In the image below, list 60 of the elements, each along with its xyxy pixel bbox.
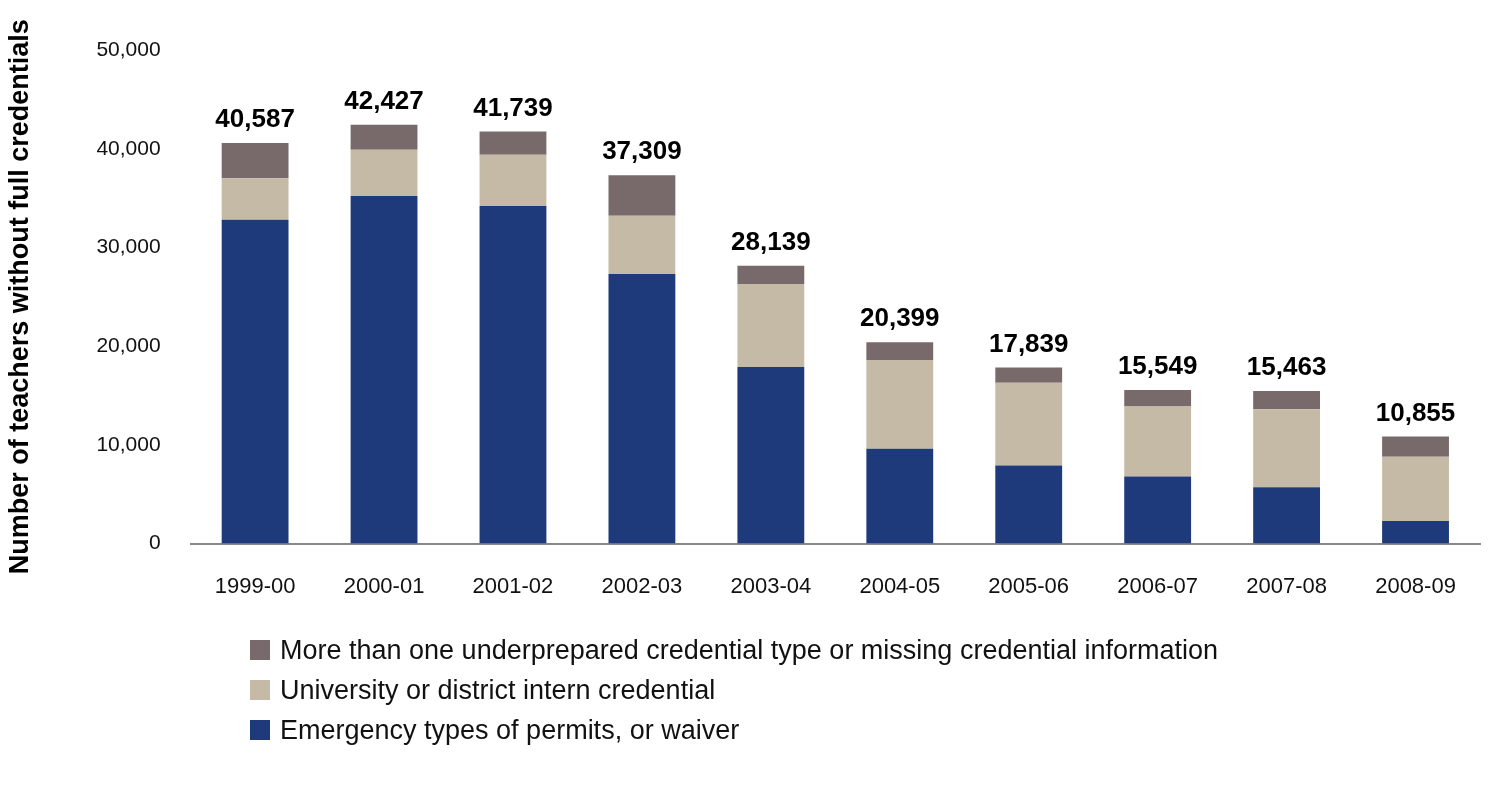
- bar: [737, 265, 805, 284]
- bar: [995, 465, 1063, 544]
- y-tick-label: 20,000: [96, 332, 161, 356]
- bar: [608, 274, 676, 544]
- bar: [350, 124, 418, 150]
- x-tick-label: 2002-03: [601, 572, 683, 598]
- total-label: 20,399: [860, 302, 940, 333]
- total-label: 15,549: [1117, 350, 1198, 381]
- bar: [737, 283, 805, 367]
- bar: [1382, 456, 1449, 521]
- x-tick-label: 2006-07: [1117, 572, 1199, 598]
- x-tick-label: 2007-08: [1246, 572, 1327, 598]
- bar: [1253, 409, 1321, 488]
- y-tick-label: 40,000: [96, 135, 161, 159]
- total-label: 15,463: [1246, 351, 1327, 382]
- bar: [1124, 406, 1192, 477]
- bar: [350, 196, 418, 544]
- y-tick-label: 10,000: [96, 431, 161, 455]
- legend-label: University or district intern credential: [280, 674, 716, 706]
- bar: [1382, 520, 1449, 544]
- total-label: 42,427: [344, 84, 424, 115]
- x-tick-label: 2004-05: [859, 572, 941, 598]
- x-tick-label: 1999-00: [214, 572, 296, 598]
- bar: [608, 215, 676, 275]
- y-axis-title: Number of teachers without full credentials: [3, 19, 34, 575]
- bar: [1124, 476, 1192, 544]
- bar: [479, 154, 547, 206]
- y-tick-label: 30,000: [96, 234, 161, 258]
- y-tick-label: 0: [148, 530, 161, 554]
- bar: [1382, 436, 1449, 457]
- y-tick-label: 50,000: [96, 36, 161, 60]
- bar: [866, 359, 934, 449]
- legend-label: More than one underprepared credential type or missing credential information: [280, 634, 1219, 666]
- total-label: 17,839: [988, 327, 1069, 358]
- bar: [995, 367, 1063, 383]
- x-tick-label: 2000-01: [343, 572, 425, 598]
- bar: [350, 149, 418, 197]
- bar: [866, 448, 934, 544]
- x-tick-label: 2005-06: [988, 572, 1070, 598]
- total-label: 10,855: [1375, 396, 1456, 427]
- bar: [866, 342, 934, 360]
- legend-label: Emergency types of permits, or waiver: [280, 714, 740, 746]
- total-label: 41,739: [473, 91, 553, 122]
- bar: [995, 382, 1063, 466]
- x-tick-label: 2003-04: [730, 572, 812, 598]
- bar: [1124, 390, 1192, 407]
- total-label: 40,587: [215, 103, 295, 134]
- total-label: 28,139: [731, 225, 811, 256]
- bar: [737, 366, 805, 544]
- bar: [221, 219, 289, 544]
- bar: [1253, 390, 1321, 410]
- x-tick-label: 2001-02: [472, 572, 554, 598]
- bar: [608, 175, 676, 216]
- bar: [221, 178, 289, 220]
- bar: [479, 205, 547, 544]
- x-tick-label: 2008-09: [1375, 572, 1456, 598]
- total-label: 37,309: [602, 135, 682, 166]
- bar: [221, 142, 289, 179]
- bar: [479, 131, 547, 155]
- bar: [1253, 487, 1321, 544]
